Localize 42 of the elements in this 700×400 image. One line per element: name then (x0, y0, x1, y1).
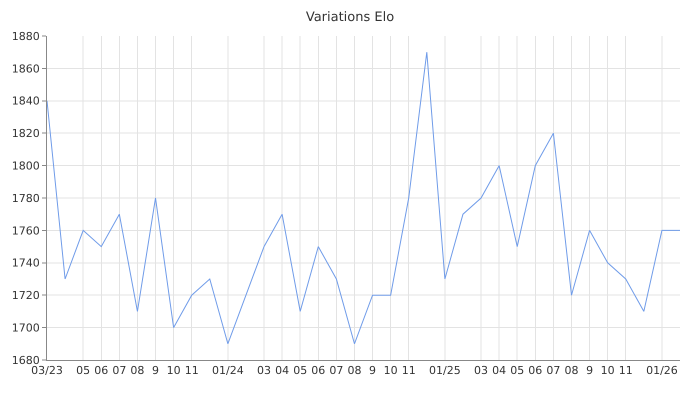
x-tick-label: 07 (112, 364, 126, 378)
x-tick-label: 03 (474, 364, 488, 378)
y-tick-label: 1840 (12, 94, 40, 108)
x-tick-label: 9 (586, 364, 594, 378)
x-tick-label: 01/26 (646, 364, 678, 378)
x-tick-label: 10 (600, 364, 615, 378)
x-tick-label: 11 (618, 364, 633, 378)
x-tick-label: 06 (311, 364, 326, 378)
y-tick-label: 1760 (12, 224, 40, 238)
x-tick-label: 08 (130, 364, 144, 378)
y-tick-label: 1700 (12, 321, 40, 334)
x-tick-label: 04 (275, 364, 290, 378)
x-tick-label: 05 (293, 364, 308, 378)
x-tick-label: 03/23 (31, 364, 63, 378)
y-tick-label: 1860 (12, 62, 40, 76)
x-tick-label: 9 (152, 364, 160, 378)
x-tick-label: 04 (492, 364, 506, 378)
x-tick-label: 01/25 (429, 364, 461, 378)
y-tick-label: 1740 (12, 256, 40, 270)
x-tick-label: 07 (329, 364, 344, 378)
x-tick-label: 03 (257, 364, 272, 378)
x-tick-label: 08 (564, 364, 578, 378)
x-tick-label: 07 (546, 364, 560, 378)
x-tick-label: 06 (528, 364, 542, 378)
line-series (47, 52, 680, 344)
y-tick-label: 1820 (12, 127, 40, 140)
x-tick-label: 10 (384, 364, 398, 378)
y-tick-label: 1680 (12, 354, 40, 367)
chart-title: Variations Elo (306, 10, 394, 26)
y-tick-label: 1780 (12, 192, 40, 205)
y-tick-label: 1800 (12, 159, 40, 172)
x-tick-label: 10 (166, 364, 181, 378)
x-tick-label: 05 (76, 364, 90, 378)
x-tick-label: 08 (347, 364, 362, 378)
x-tick-label: 06 (94, 364, 108, 378)
x-tick-label: 05 (510, 364, 524, 378)
x-tick-label: 9 (369, 364, 376, 378)
x-tick-label: 11 (402, 364, 416, 378)
y-tick-label: 1720 (12, 289, 40, 302)
y-tick-label: 1880 (12, 30, 40, 43)
x-tick-label: 01/24 (212, 364, 244, 378)
x-tick-label: 11 (184, 364, 199, 378)
